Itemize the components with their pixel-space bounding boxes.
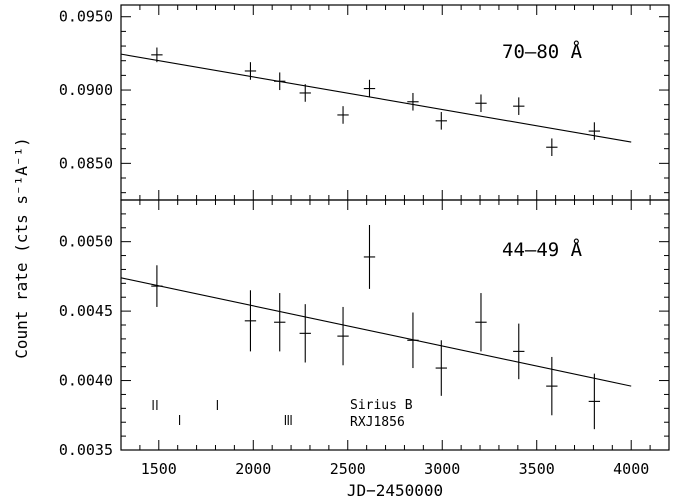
x-tick-label: 2500 <box>330 460 366 478</box>
chart-marks: 0.0850 0.0900 0.0950 0.0035 0.0040 0.0045 0.00… <box>59 5 670 478</box>
y-tick-label: 0.0050 <box>59 233 113 251</box>
panel-label-bottom: 44–49 Å <box>502 238 583 261</box>
panel-label-top: 70–80 Å <box>502 40 583 63</box>
x-tick-label: 2000 <box>235 460 271 478</box>
y-tick-label: 0.0040 <box>59 372 113 390</box>
panel-frame-top <box>120 4 670 201</box>
x-tick-label: 3500 <box>519 460 555 478</box>
panel-70-80: 70–80 Å <box>120 4 670 201</box>
x-axis-label: JD−2450000 <box>347 481 443 500</box>
fit-line <box>120 277 632 387</box>
x-tick-label: 3000 <box>424 460 460 478</box>
y-tick-label: 0.0850 <box>59 154 113 172</box>
panel-44-49: 44–49 Å Sirius B RXJ1856 <box>120 199 670 451</box>
y-axis-label: Count rate (cts s⁻¹A⁻¹) <box>12 137 31 359</box>
x-tick-label: 1500 <box>141 460 177 478</box>
annotation-sirius-b: Sirius B <box>350 398 413 413</box>
annotation-rxj1856: RXJ1856 <box>350 415 405 430</box>
y-tick-label: 0.0045 <box>59 302 113 320</box>
y-tick-label: 0.0035 <box>59 441 113 459</box>
fit-line <box>120 53 632 143</box>
y-tick-label: 0.0950 <box>59 8 113 26</box>
x-tick-label: 4000 <box>613 460 649 478</box>
y-tick-label: 0.0900 <box>59 81 113 99</box>
